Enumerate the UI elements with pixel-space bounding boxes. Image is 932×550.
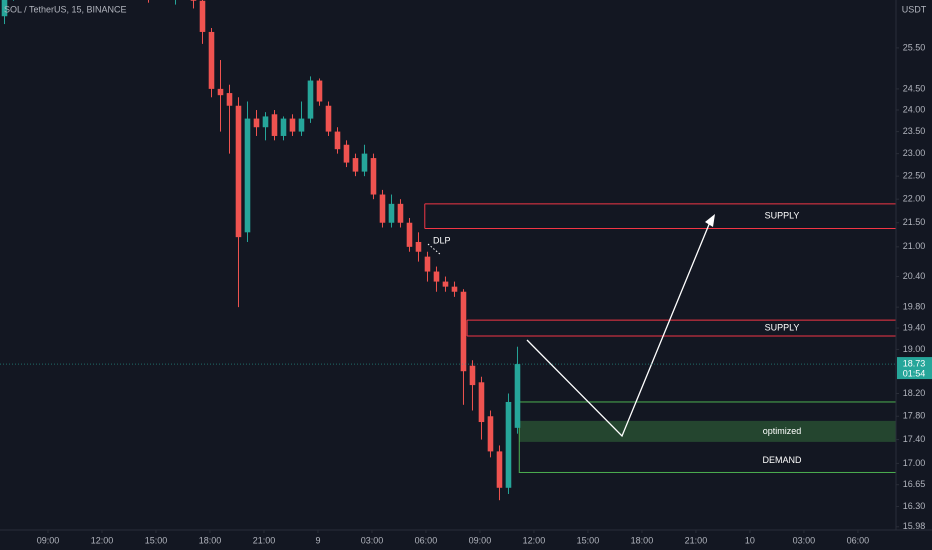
y-tick-label: 22.50 <box>903 171 926 181</box>
candle-body <box>316 80 323 102</box>
zone-outline <box>518 401 896 473</box>
candle-body <box>460 291 467 372</box>
y-tick-label: 18.20 <box>903 388 926 398</box>
y-tick-label: 16.65 <box>903 479 926 489</box>
y-tick-label: 21.50 <box>903 217 926 227</box>
x-tick-label: 15:00 <box>577 535 600 545</box>
y-tick-label: 25.50 <box>903 42 926 52</box>
currency-label: USDT <box>902 4 927 14</box>
candle-body <box>334 131 341 150</box>
zone-label: SUPPLY <box>765 211 800 221</box>
x-tick-label: 12:00 <box>523 535 546 545</box>
zone-fill <box>519 420 896 442</box>
y-tick-label: 20.40 <box>903 271 926 281</box>
candle-body <box>352 158 359 172</box>
zones: SUPPLY SUPPLY DEMAND optimized <box>424 203 896 473</box>
last-price-label: 18.73 <box>903 358 926 368</box>
candle-body <box>199 0 206 32</box>
x-tick-label: 21:00 <box>253 535 276 545</box>
y-tick-label: 16.30 <box>903 501 926 511</box>
candle-body <box>433 271 440 282</box>
candle-body <box>226 93 233 106</box>
x-tick-label: 03:00 <box>793 535 816 545</box>
y-tick-label: 17.40 <box>903 434 926 444</box>
y-tick-label: 23.00 <box>903 148 926 158</box>
y-tick-label: 24.50 <box>903 83 926 93</box>
y-tick-label: 21.00 <box>903 241 926 251</box>
chart-title: SOL / TetherUS, 15, BINANCE <box>4 4 127 14</box>
projection-arrow <box>526 221 711 438</box>
zone-label: DEMAND <box>762 455 802 465</box>
candle-body <box>451 286 458 292</box>
candle-body <box>244 118 251 233</box>
x-tick-label: 9 <box>315 535 320 545</box>
x-tick-label: 12:00 <box>91 535 114 545</box>
candle-body <box>262 116 269 128</box>
candle-body <box>190 0 197 1</box>
x-tick-label: 18:00 <box>199 535 222 545</box>
y-tick-label: 23.50 <box>903 126 926 136</box>
candle-body <box>253 118 260 128</box>
candle-body <box>379 194 386 223</box>
zone-label: optimized <box>763 426 802 436</box>
candle-body <box>514 364 521 428</box>
y-tick-label: 19.00 <box>903 344 926 354</box>
candles <box>1 0 521 501</box>
candle-body <box>289 118 296 132</box>
candle-body <box>307 80 314 119</box>
axes: 25.50 24.50 24.00 23.50 23.00 22.50 22.00 21.50… <box>0 42 932 545</box>
x-tick-label: 15:00 <box>145 535 168 545</box>
candle-body <box>406 222 413 247</box>
candle-body <box>469 365 476 386</box>
dlp-label: DLP <box>433 235 451 245</box>
y-tick-label: 24.00 <box>903 104 926 114</box>
x-tick-label: 18:00 <box>631 535 654 545</box>
y-tick-label: 19.80 <box>903 302 926 312</box>
zone-label: SUPPLY <box>765 322 800 332</box>
countdown-label: 01:54 <box>903 368 926 378</box>
candle-body <box>361 153 368 172</box>
candle-body <box>343 144 350 163</box>
dlp-marker <box>427 243 442 256</box>
candle-body <box>298 118 305 132</box>
candle-body <box>442 281 449 287</box>
x-tick-label: 03:00 <box>361 535 384 545</box>
y-tick-label: 15.98 <box>903 521 926 531</box>
candle-body <box>370 158 377 195</box>
y-tick-label: 17.80 <box>903 411 926 421</box>
candle-body <box>397 203 404 223</box>
x-tick-label: 21:00 <box>685 535 708 545</box>
candle-body <box>271 114 278 136</box>
x-tick-label: 09:00 <box>37 535 60 545</box>
candle-body <box>235 105 242 238</box>
x-tick-label: 06:00 <box>847 535 870 545</box>
candle-body <box>478 382 485 423</box>
y-tick-label: 17.00 <box>903 458 926 468</box>
candle-body <box>487 416 494 452</box>
candle-body <box>505 401 512 488</box>
last-price-box <box>897 357 932 380</box>
candle-body <box>208 31 215 89</box>
x-tick-label: 10 <box>745 535 755 545</box>
candle-body <box>496 451 503 488</box>
y-tick-label: 19.40 <box>903 322 926 332</box>
candle-body <box>388 203 395 223</box>
candle-body <box>217 88 224 96</box>
candle-body <box>424 256 431 272</box>
candle-body <box>415 241 422 252</box>
candle-body <box>325 105 332 132</box>
y-tick-label: 22.00 <box>903 194 926 204</box>
x-tick-label: 09:00 <box>469 535 492 545</box>
candle-body <box>280 118 287 136</box>
x-tick-label: 06:00 <box>415 535 438 545</box>
candle-body <box>1 0 8 17</box>
arrow-head <box>705 214 715 227</box>
